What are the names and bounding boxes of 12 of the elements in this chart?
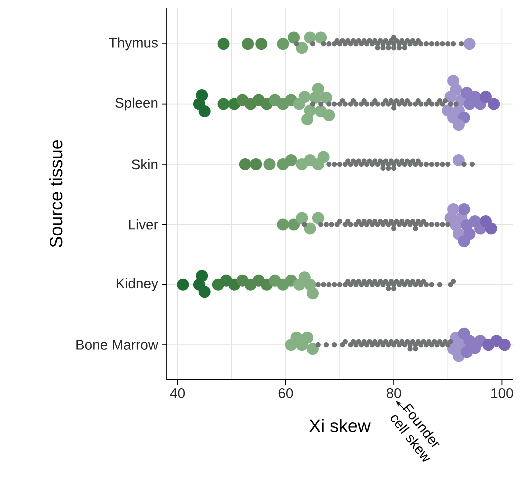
y-tick-label: Spleen: [116, 98, 158, 111]
y-tick-label: Bone Marrow: [76, 340, 158, 350]
x-axis-title: Xi skew: [310, 419, 371, 432]
y-tick-label: Skin: [132, 159, 158, 170]
y-tick-label: Kidney: [116, 278, 158, 292]
y-axis-title: Source tissue: [50, 140, 63, 248]
x-tick-label: 80: [386, 388, 402, 398]
y-tick-label: Thymus: [109, 38, 158, 51]
x-tick-label: 100: [492, 388, 514, 398]
x-tick-label: 60: [278, 388, 294, 398]
y-tick-label: Liver: [129, 220, 158, 230]
x-tick-label: 40: [170, 388, 186, 398]
